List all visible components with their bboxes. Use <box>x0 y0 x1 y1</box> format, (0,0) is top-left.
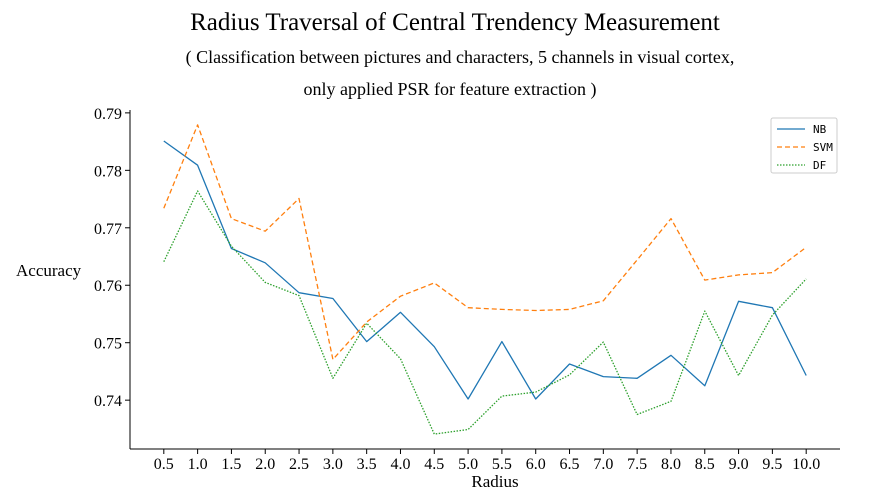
y-tick-label: 0.76 <box>94 278 122 295</box>
x-tick-label: 4.0 <box>390 456 410 473</box>
x-axis-label: Radius <box>471 472 518 491</box>
x-tick-label: 5.0 <box>458 456 478 473</box>
x-tick-label: 0.5 <box>154 456 174 473</box>
series-line-svm <box>163 124 807 361</box>
x-tick-label: 4.5 <box>424 456 444 473</box>
x-tick-label: 3.5 <box>357 456 377 473</box>
y-axis-label: Accuracy <box>16 261 82 280</box>
y-tick-label: 0.74 <box>94 393 122 410</box>
chart-title: Radius Traversal of Central Trendency Me… <box>190 9 720 36</box>
y-tick-label: 0.79 <box>94 106 122 123</box>
legend-label-df: DF <box>813 159 826 172</box>
x-tick-label: 1.5 <box>221 456 241 473</box>
x-tick-label: 5.5 <box>492 456 512 473</box>
x-tick-label: 8.5 <box>695 456 715 473</box>
x-tick-label: 9.0 <box>729 456 749 473</box>
x-tick-label: 8.0 <box>661 456 681 473</box>
legend-items: NB SVM DF <box>777 123 833 172</box>
chart-subtitle-line-1: ( Classification between pictures and ch… <box>186 47 735 68</box>
x-tick-label: 2.5 <box>289 456 309 473</box>
x-tick-label: 6.5 <box>560 456 580 473</box>
x-tick-label: 6.0 <box>526 456 546 473</box>
y-tick-label: 0.78 <box>94 163 122 180</box>
y-tick-label: 0.77 <box>94 221 122 238</box>
x-tick-label: 7.5 <box>627 456 647 473</box>
x-tick-label: 2.0 <box>255 456 275 473</box>
legend-label-svm: SVM <box>813 141 833 154</box>
x-tick-label: 3.0 <box>323 456 343 473</box>
chart-subtitle-line-2: only applied PSR for feature extraction … <box>304 79 597 100</box>
x-ticks: 0.5 1.0 1.5 2.0 2.5 3.0 3.5 4.0 4.5 5.0 5.5 6.0 6.5 7… <box>154 449 820 473</box>
y-ticks: 0.74 0.75 0.76 0.77 0.78 0.79 <box>94 106 130 410</box>
plot-area: 0.74 0.75 0.76 0.77 0.78 0.79 0.5 1.0 1.5 2.0 2.5… <box>94 106 840 473</box>
y-tick-label: 0.75 <box>94 336 122 353</box>
x-tick-label: 1.0 <box>188 456 208 473</box>
legend-box <box>770 117 838 174</box>
legend-label-nb: NB <box>813 123 827 136</box>
x-tick-label: 10.0 <box>792 456 820 473</box>
series-lines <box>163 124 807 435</box>
x-tick-label: 9.5 <box>762 456 782 473</box>
series-line-df <box>163 190 807 435</box>
legend: NB SVM DF <box>770 117 838 174</box>
x-tick-label: 7.0 <box>593 456 613 473</box>
series-line-nb <box>163 140 807 400</box>
